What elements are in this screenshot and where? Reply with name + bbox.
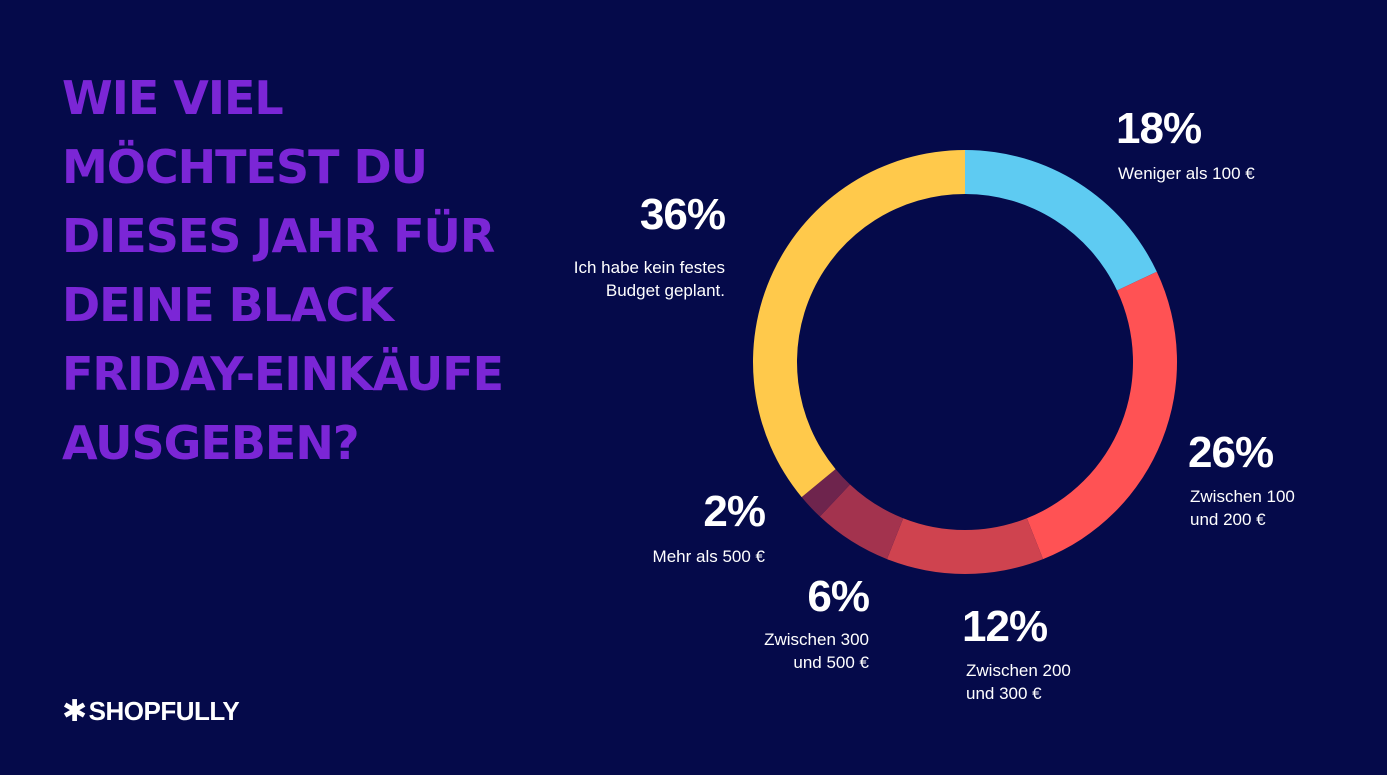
- donut-slice-36: [752, 150, 965, 498]
- slice-percent-26: 26%: [1188, 428, 1274, 477]
- slice-percent-18: 18%: [1116, 104, 1202, 153]
- headline-line: deine Black: [62, 278, 394, 332]
- donut-slice-6: [819, 484, 904, 560]
- asterisk-icon: ✱: [62, 694, 87, 728]
- slice-desc-26: Zwischen 100 und 200 €: [1190, 487, 1295, 529]
- donut-slice-18: [965, 150, 1157, 291]
- slice-percent-36: 36%: [639, 190, 726, 239]
- slice-percent-6: 6%: [807, 572, 870, 621]
- shopfully-logo: ✱ SHOPFULLY: [62, 694, 240, 728]
- headline-line: Wie viel: [62, 71, 284, 125]
- brand-name: SHOPFULLY: [88, 696, 240, 726]
- slice-desc-12: Zwischen 200 und 300 €: [966, 661, 1071, 703]
- donut-slice-2: [801, 469, 850, 517]
- slice-desc-36: Ich habe kein festes Budget geplant.: [573, 258, 725, 300]
- headline: Wie viel möchtest du dieses Jahr für dei…: [62, 64, 542, 478]
- headline-line: dieses Jahr für: [62, 209, 495, 263]
- donut-slice-26: [1026, 271, 1177, 560]
- headline-line: Friday-Einkäufe: [62, 347, 504, 401]
- slice-desc-6: Zwischen 300 und 500 €: [764, 630, 869, 672]
- headline-line: ausgeben?: [62, 416, 360, 470]
- slice-percent-12: 12%: [962, 602, 1048, 651]
- slice-desc-18: Weniger als 100 €: [1118, 164, 1255, 183]
- slice-percent-2: 2%: [703, 487, 766, 536]
- slice-desc-2: Mehr als 500 €: [652, 547, 765, 566]
- donut-slice-12: [886, 518, 1044, 574]
- headline-line: möchtest du: [62, 140, 428, 194]
